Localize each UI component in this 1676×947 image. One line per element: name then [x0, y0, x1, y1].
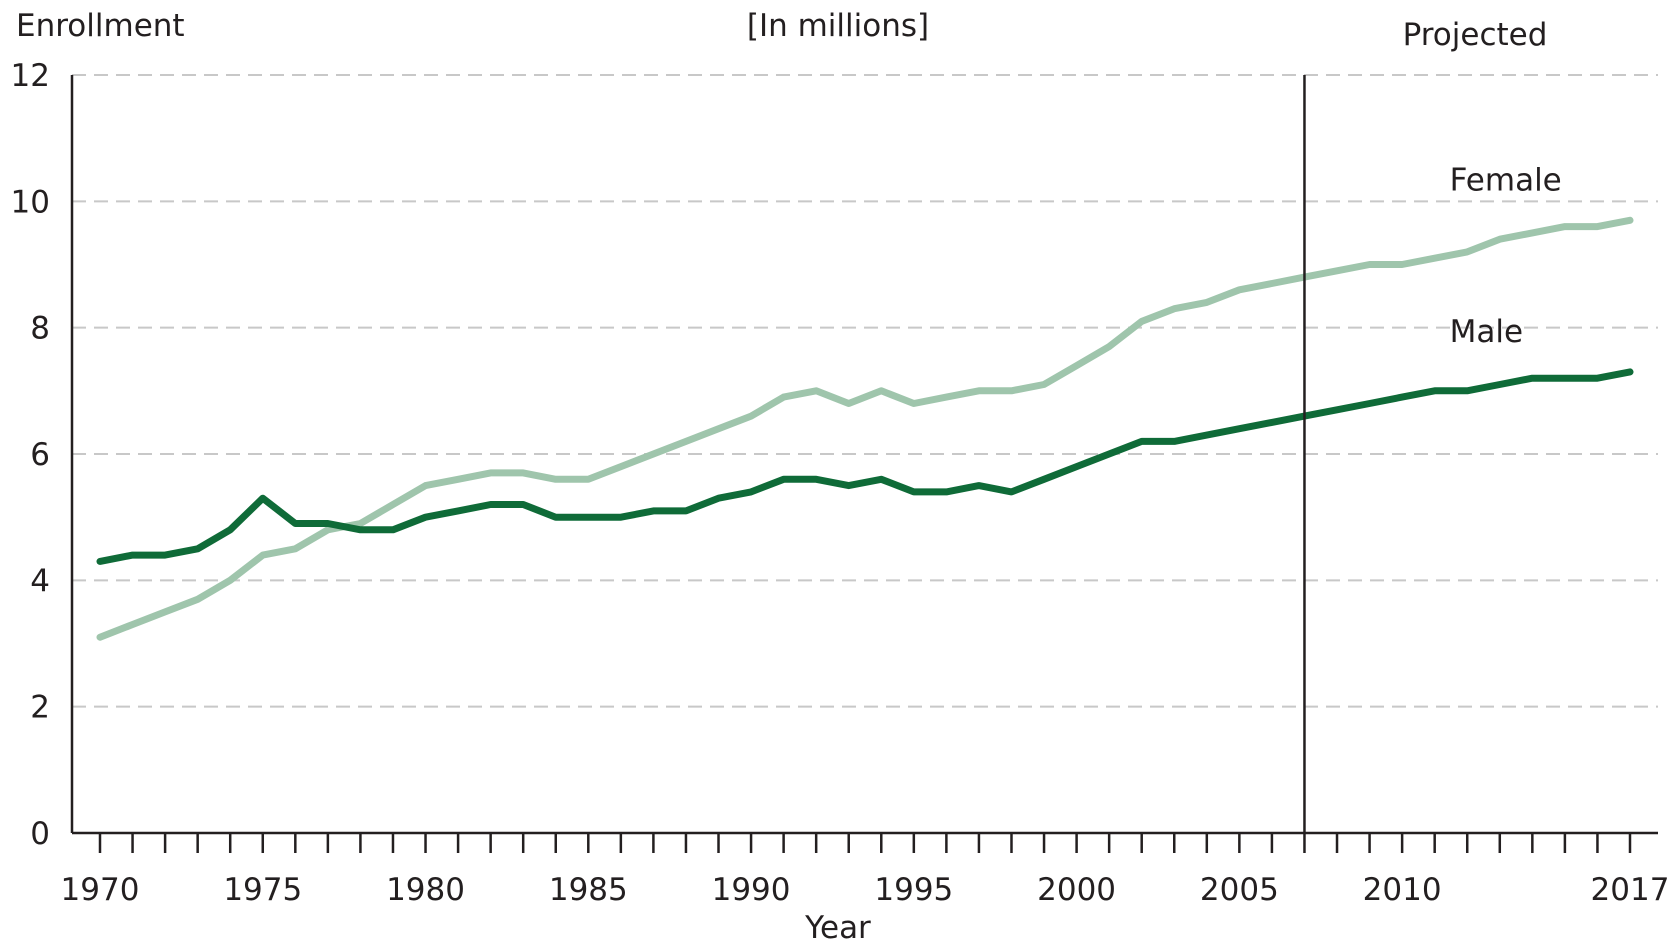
- axes: [70, 75, 1658, 853]
- x-tick-label-2005: 2005: [1200, 872, 1279, 908]
- x-tick-label-1985: 1985: [549, 872, 628, 908]
- labels: Enrollment [In millions] Projected Year …: [11, 8, 1670, 946]
- y-tick-label-6: 6: [30, 437, 50, 473]
- series-lines: [96, 216, 1634, 641]
- x-tick-label-1975: 1975: [223, 872, 302, 908]
- projected-label: Projected: [1403, 17, 1548, 53]
- y-tick-label-8: 8: [30, 311, 50, 347]
- y-tick-label-2: 2: [30, 690, 50, 726]
- gridlines: [72, 74, 1658, 708]
- y-tick-label-12: 12: [11, 58, 50, 94]
- y-tick-label-4: 4: [30, 563, 50, 599]
- x-tick-label-2017: 2017: [1591, 872, 1670, 908]
- series-label-male: Male: [1450, 314, 1523, 350]
- series-label-female: Female: [1450, 162, 1562, 198]
- x-tick-label-2010: 2010: [1363, 872, 1442, 908]
- y-tick-label-0: 0: [30, 816, 50, 852]
- x-tick-label-1970: 1970: [61, 872, 140, 908]
- y-axis-title: Enrollment: [16, 8, 185, 44]
- series-line-female: [96, 216, 1634, 641]
- series-line-male: [96, 368, 1634, 565]
- chart-subtitle: [In millions]: [747, 8, 929, 44]
- x-tick-label-1990: 1990: [712, 872, 791, 908]
- x-axis-title: Year: [804, 910, 871, 946]
- x-tick-label-2000: 2000: [1037, 872, 1116, 908]
- x-tick-label-1980: 1980: [386, 872, 465, 908]
- y-tick-label-10: 10: [11, 184, 50, 220]
- x-tick-label-1995: 1995: [874, 872, 953, 908]
